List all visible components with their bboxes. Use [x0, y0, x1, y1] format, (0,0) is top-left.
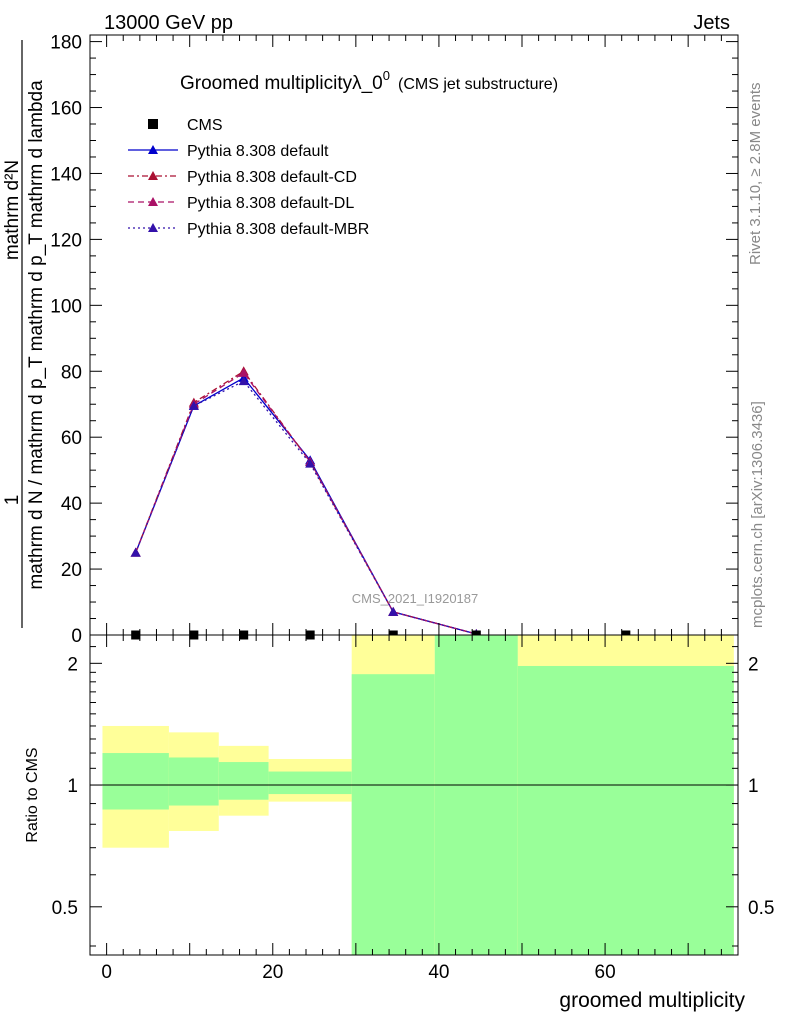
main-ytick-label: 120 — [50, 230, 82, 251]
main-ytick-label: 180 — [50, 33, 82, 54]
series-marker-3 — [305, 458, 316, 468]
series-marker-3 — [238, 376, 249, 386]
legend-marker-0 — [148, 145, 158, 154]
main-ytick-label: 160 — [50, 99, 82, 120]
main-ytick-label: 0 — [71, 626, 82, 647]
ylabel-denominator: mathrm d N / mathrm d p_T mathrm d p_T m… — [26, 80, 47, 590]
main-title-text: Groomed multiplicityλ_0 — [180, 73, 383, 94]
main-ylabel: 1 mathrm d²N mathrm d N / mathrm d p_T m… — [2, 40, 47, 628]
ratio-plot: 0.5 0.5 1 1 2 2 0 20 40 60 Ratio to CMS groomed … — [24, 634, 774, 1012]
legend-label-0: Pythia 8.308 default — [187, 143, 329, 160]
series-line-3 — [135, 380, 477, 635]
x-axis-label: groomed multiplicity — [559, 989, 745, 1012]
ratio-band-green-0 — [102, 753, 169, 810]
ratio-band-green-2 — [218, 762, 269, 800]
header-right: Jets — [693, 12, 730, 34]
ratio-ytick-label-right: 1 — [748, 776, 759, 797]
legend-marker-3 — [148, 223, 158, 232]
series-marker-3 — [130, 547, 141, 557]
watermark: CMS_2021_I1920187 — [352, 591, 479, 606]
legend-marker-1 — [148, 171, 158, 180]
ratio-frame — [89, 634, 739, 956]
ratio-xtick-label: 40 — [428, 962, 449, 983]
ratio-band-green-4 — [351, 674, 435, 955]
main-ytick-label: 20 — [61, 560, 82, 581]
legend-label-3: Pythia 8.308 default-MBR — [187, 221, 369, 238]
ylabel-top: mathrm d²N — [2, 160, 23, 260]
ratio-band-green-5 — [434, 635, 518, 955]
ratio-ytick-label: 0.5 — [52, 898, 78, 919]
rivet-label: Rivet 3.1.10, ≥ 2.8M events — [747, 83, 764, 266]
ratio-xtick-label: 60 — [595, 962, 616, 983]
ratio-xtick-label: 20 — [262, 962, 283, 983]
ratio-ytick-label: 2 — [67, 654, 78, 675]
header-left: 13000 GeV pp — [104, 12, 233, 34]
ratio-band-green-3 — [268, 771, 352, 795]
ratio-ylabel: Ratio to CMS — [24, 747, 41, 842]
main-title-sup: 0 — [383, 68, 390, 83]
mcplots-label: mcplots.cern.ch [arXiv:1306.3436] — [749, 401, 766, 628]
ratio-ytick-label: 1 — [67, 776, 78, 797]
legend: CMS Pythia 8.308 default Pythia 8.308 defa… — [128, 117, 369, 238]
main-plot: 0 20 40 60 80 100 120 140 160 180 Groomed multipl… — [2, 33, 739, 647]
main-ytick-label: 140 — [50, 164, 82, 185]
series-marker-3 — [388, 606, 399, 616]
legend-label-1: Pythia 8.308 default-CD — [187, 169, 357, 186]
main-ytick-label: 40 — [61, 494, 82, 515]
main-ytick-label: 60 — [61, 428, 82, 449]
series-marker-2 — [238, 367, 249, 377]
series-marker-3 — [188, 400, 199, 410]
series-line-2 — [135, 372, 477, 635]
legend-label-cms: CMS — [187, 117, 223, 134]
ylabel-numerator: 1 — [2, 495, 23, 506]
main-ytick-label: 80 — [61, 362, 82, 383]
ratio-ytick-label-right: 2 — [748, 654, 759, 675]
ratio-ytick-label-right: 0.5 — [748, 898, 774, 919]
legend-label-2: Pythia 8.308 default-DL — [187, 195, 354, 212]
ratio-band-green-6 — [517, 665, 734, 955]
legend-marker-cms — [148, 119, 158, 129]
main-subtitle: (CMS jet substructure) — [398, 76, 558, 93]
main-title: Groomed multiplicityλ_00 (CMS jet substru… — [180, 68, 558, 94]
main-ytick-label: 100 — [50, 296, 82, 317]
ratio-band-green-1 — [168, 757, 219, 806]
legend-marker-2 — [148, 197, 158, 206]
ratio-xtick-label: 0 — [101, 962, 112, 983]
